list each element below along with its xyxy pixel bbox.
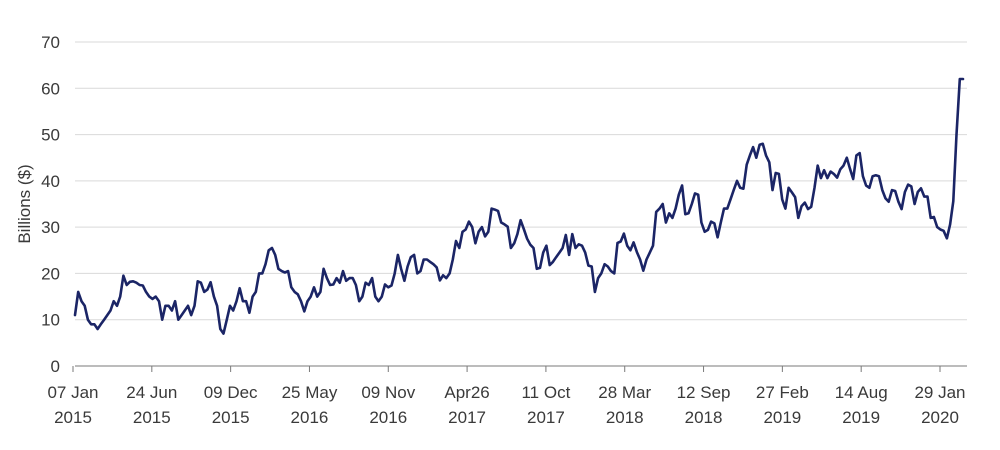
x-tick-label-year: 2015 (212, 408, 250, 427)
series-line (73, 77, 965, 335)
y-tick-label: 0 (51, 357, 60, 376)
x-tick-label: 29 Jan (914, 383, 965, 402)
x-tick-label: 25 May (282, 383, 338, 402)
x-tick-label-year: 2020 (921, 408, 959, 427)
x-tick-label-year: 2019 (763, 408, 801, 427)
x-tick-label: 12 Sep (677, 383, 731, 402)
x-tick-label-year: 2015 (54, 408, 92, 427)
x-tick-label: 14 Aug (835, 383, 888, 402)
y-axis: 0 10 20 30 40 50 60 70 (41, 33, 60, 376)
y-tick-label: 10 (41, 311, 60, 330)
series (73, 77, 965, 335)
x-tick-label: Apr26 (444, 383, 489, 402)
x-tick-label: 09 Nov (361, 383, 415, 402)
y-tick-label: 30 (41, 218, 60, 237)
x-tick-label: 27 Feb (756, 383, 809, 402)
x-tick-label-year: 2017 (448, 408, 486, 427)
y-tick-label: 20 (41, 264, 60, 283)
y-tick-label: 70 (41, 33, 60, 52)
y-tick-label: 60 (41, 79, 60, 98)
x-tick-label-year: 2019 (842, 408, 880, 427)
x-tick-label: 28 Mar (598, 383, 651, 402)
x-tick-label: 09 Dec (204, 383, 258, 402)
x-tick-label-year: 2016 (291, 408, 329, 427)
x-tick-label-year: 2018 (685, 408, 723, 427)
x-tick-label: 11 Oct (521, 383, 570, 402)
x-tick-label-year: 2018 (606, 408, 644, 427)
y-tick-label: 50 (41, 126, 60, 145)
gridlines (75, 41, 967, 367)
x-axis: 07 Jan 2015 24 Jun 2015 09 Dec 2015 25 May 2016… (47, 366, 966, 427)
x-tick-label: 07 Jan (47, 383, 98, 402)
x-tick-label: 24 Jun (126, 383, 177, 402)
y-tick-label: 40 (41, 172, 60, 191)
x-tick-label-year: 2015 (133, 408, 171, 427)
x-tick-label-year: 2016 (369, 408, 407, 427)
y-axis-label: Billions ($) (15, 164, 34, 243)
x-tick-label-year: 2017 (527, 408, 565, 427)
